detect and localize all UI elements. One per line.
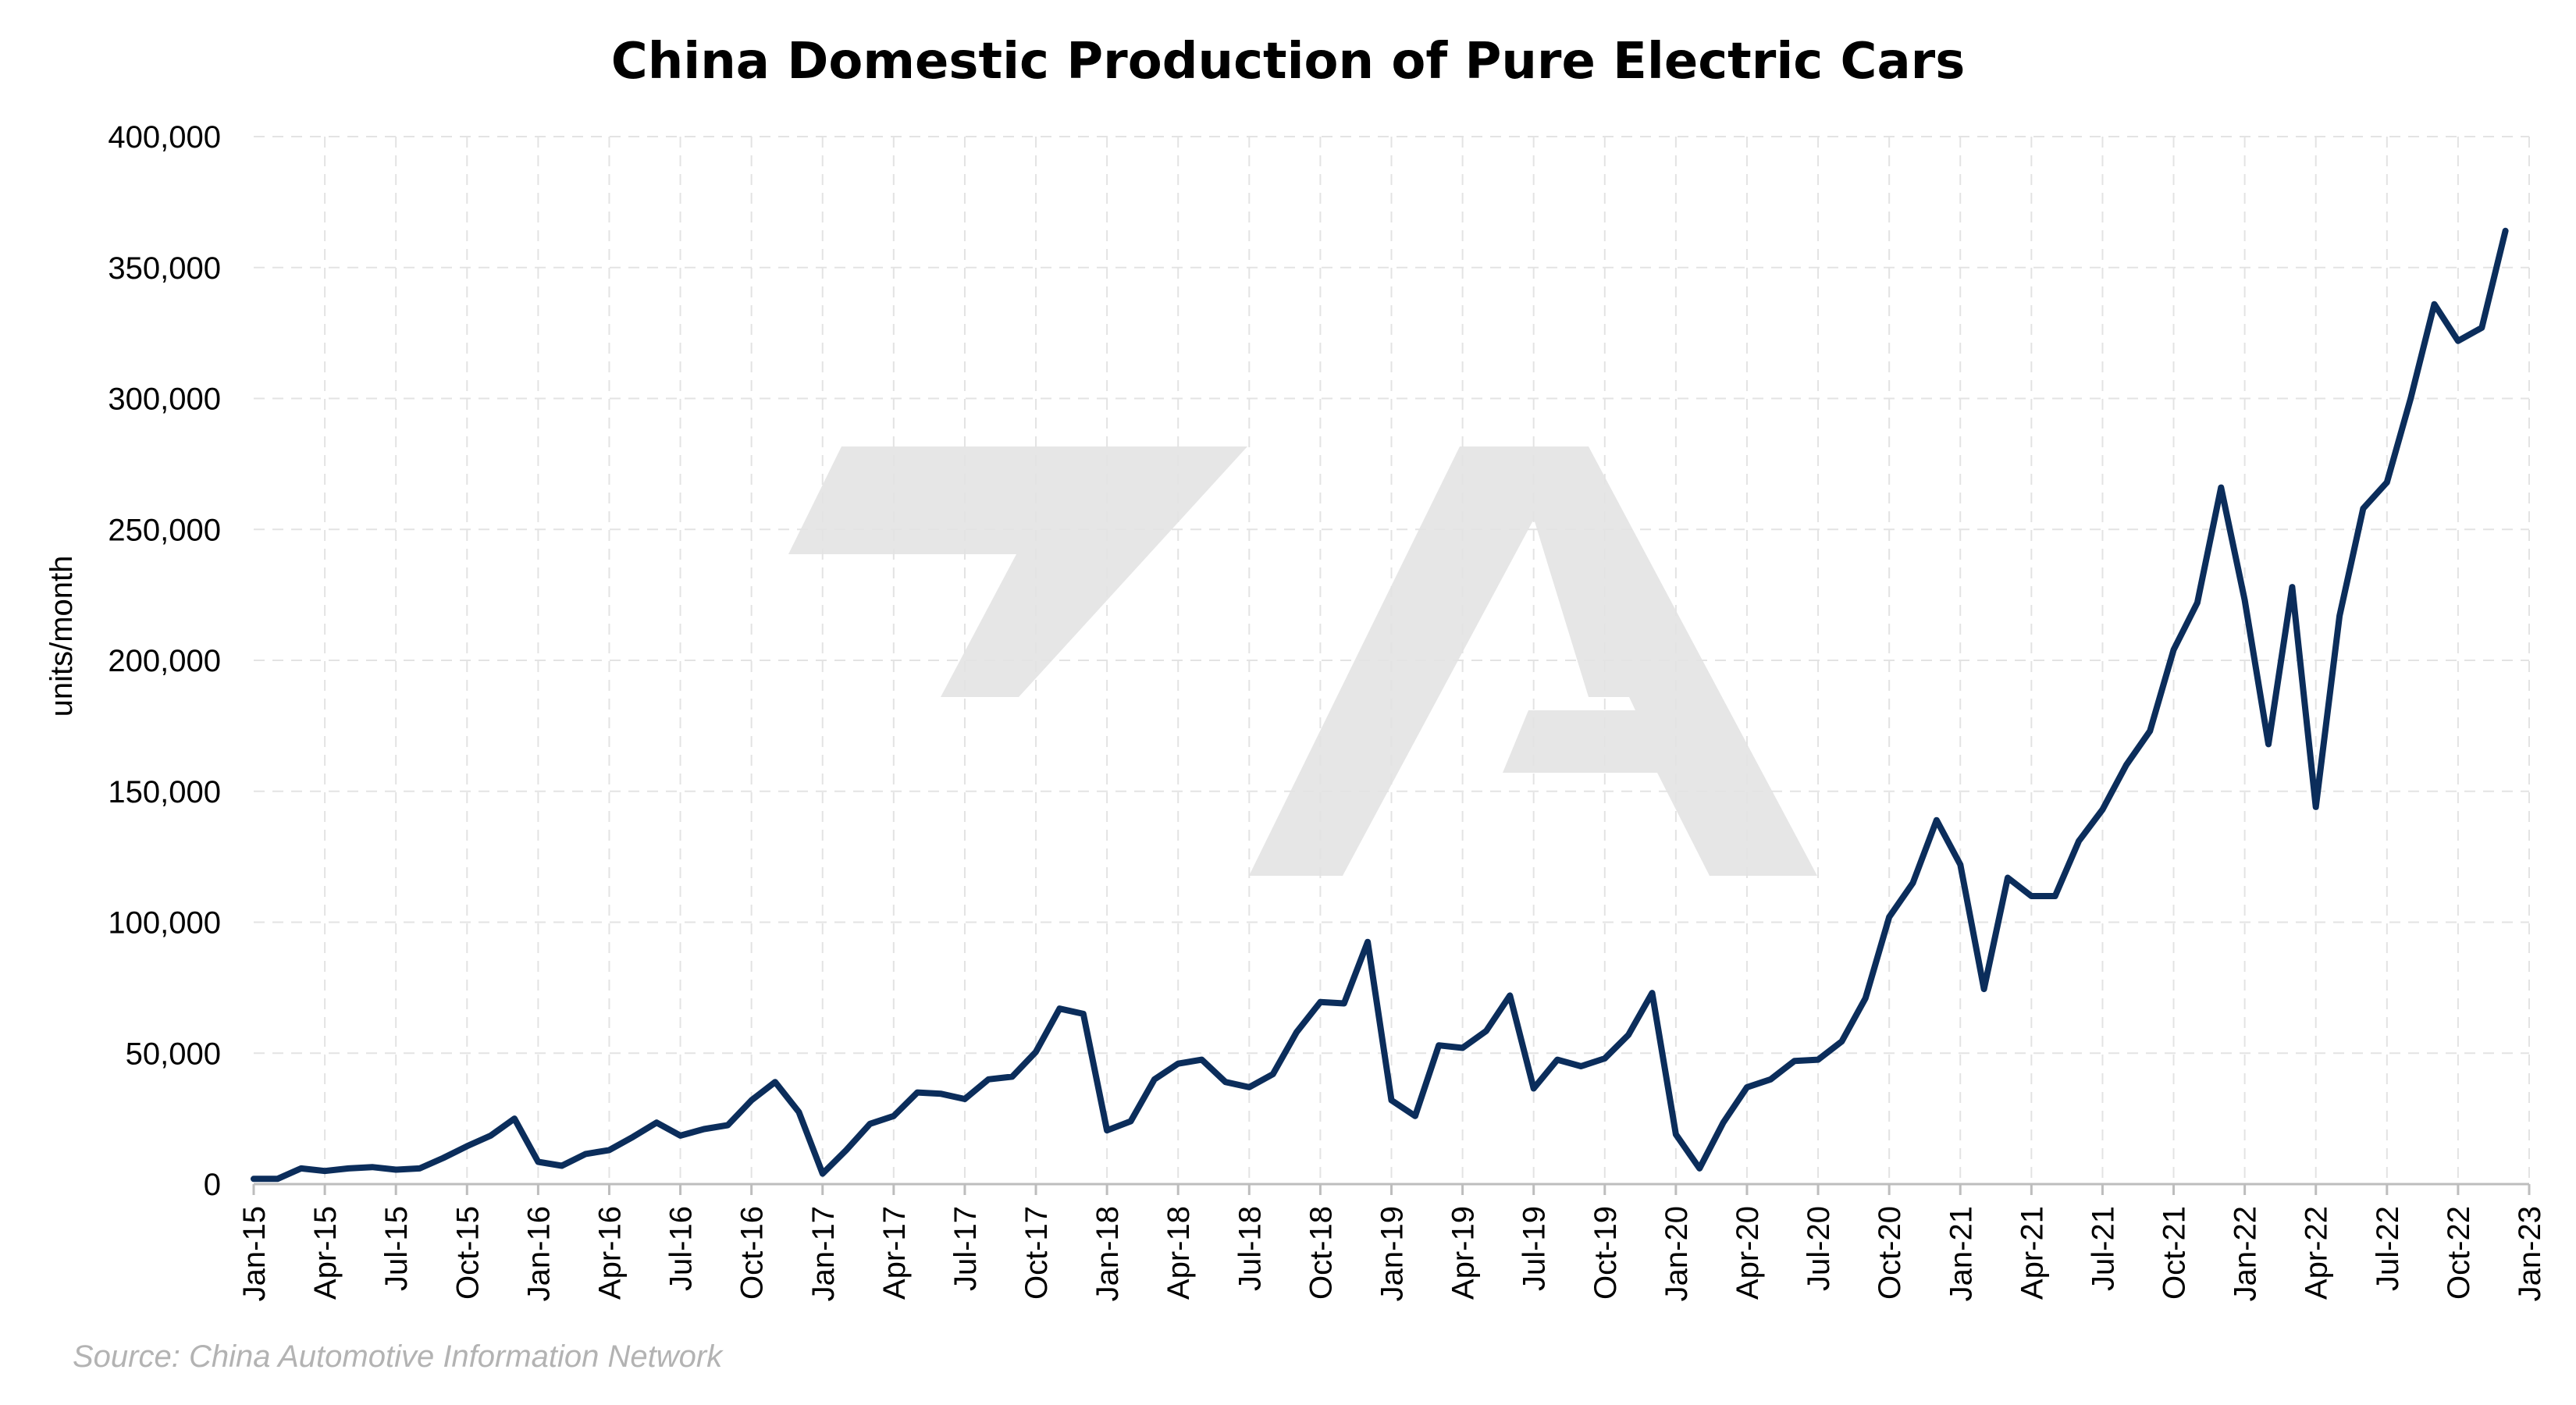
y-tick-label: 400,000 bbox=[108, 120, 221, 155]
y-tick-label: 150,000 bbox=[108, 775, 221, 809]
x-tick-label: Jan-15 bbox=[237, 1206, 272, 1301]
axes bbox=[252, 1183, 2531, 1195]
x-tick-label: Jan-21 bbox=[1944, 1206, 1978, 1301]
x-tick-label: Jul-17 bbox=[948, 1206, 983, 1291]
y-tick-label: 100,000 bbox=[108, 906, 221, 941]
x-tick-label: Jul-15 bbox=[379, 1206, 414, 1291]
y-tick-label: 250,000 bbox=[108, 513, 221, 547]
y-axis-label: units/month bbox=[44, 556, 79, 717]
x-tick-label: Oct-19 bbox=[1589, 1206, 1623, 1300]
x-tick-label: Oct-16 bbox=[735, 1206, 770, 1300]
x-tick-label: Oct-20 bbox=[1873, 1206, 1907, 1300]
x-tick-label: Apr-18 bbox=[1162, 1206, 1196, 1300]
chart-title: China Domestic Production of Pure Electr… bbox=[611, 33, 1966, 91]
x-tick-label: Jan-19 bbox=[1375, 1206, 1410, 1301]
x-tick-labels: Jan-15 Apr-15 Jul-15 Oct-15 Jan-16 Apr-16 Jul-… bbox=[237, 1206, 2547, 1301]
x-tick-label: Oct-15 bbox=[450, 1206, 485, 1300]
x-tick-label: Oct-17 bbox=[1019, 1206, 1054, 1300]
y-tick-labels: 0 50,000 100,000 150,000 200,000 250,000 300,0… bbox=[108, 120, 221, 1202]
y-tick-label: 50,000 bbox=[126, 1037, 221, 1071]
x-tick-label: Jan-16 bbox=[521, 1206, 556, 1301]
x-tick-label: Jul-19 bbox=[1517, 1206, 1552, 1291]
x-tick-label: Jul-22 bbox=[2371, 1206, 2405, 1291]
x-tick-label: Jan-17 bbox=[806, 1206, 841, 1301]
x-tick-label: Jan-18 bbox=[1091, 1206, 1125, 1301]
x-tick-label: Apr-17 bbox=[877, 1206, 912, 1300]
x-tick-label: Jul-20 bbox=[1802, 1206, 1836, 1291]
y-tick-label: 200,000 bbox=[108, 644, 221, 678]
x-tick-label: Jul-18 bbox=[1233, 1206, 1267, 1291]
y-tick-label: 350,000 bbox=[108, 251, 221, 286]
x-tick-label: Apr-15 bbox=[308, 1206, 343, 1300]
grid bbox=[254, 136, 2530, 1184]
watermark-logo-icon bbox=[788, 446, 1817, 876]
source-note: Source: China Automotive Information Net… bbox=[73, 1339, 724, 1374]
x-tick-label: Jan-23 bbox=[2513, 1206, 2547, 1301]
x-tick-label: Jul-21 bbox=[2086, 1206, 2120, 1291]
x-tick-label: Apr-20 bbox=[1731, 1206, 1765, 1300]
y-tick-label: 0 bbox=[204, 1168, 221, 1202]
x-tick-label: Jan-22 bbox=[2229, 1206, 2263, 1301]
x-tick-label: Jan-20 bbox=[1660, 1206, 1694, 1301]
x-tick-label: Oct-18 bbox=[1304, 1206, 1338, 1300]
x-tick-label: Apr-16 bbox=[592, 1206, 627, 1300]
x-tick-label: Oct-22 bbox=[2442, 1206, 2476, 1300]
x-tick-label: Oct-21 bbox=[2158, 1206, 2192, 1300]
x-tick-label: Jul-16 bbox=[664, 1206, 699, 1291]
x-tick-label: Apr-19 bbox=[1446, 1206, 1481, 1300]
x-tick-label: Apr-22 bbox=[2300, 1206, 2334, 1300]
y-tick-label: 300,000 bbox=[108, 382, 221, 417]
series-line bbox=[251, 227, 2509, 1183]
series-layer bbox=[251, 227, 2509, 1183]
x-tick-label: Apr-21 bbox=[2015, 1206, 2049, 1300]
